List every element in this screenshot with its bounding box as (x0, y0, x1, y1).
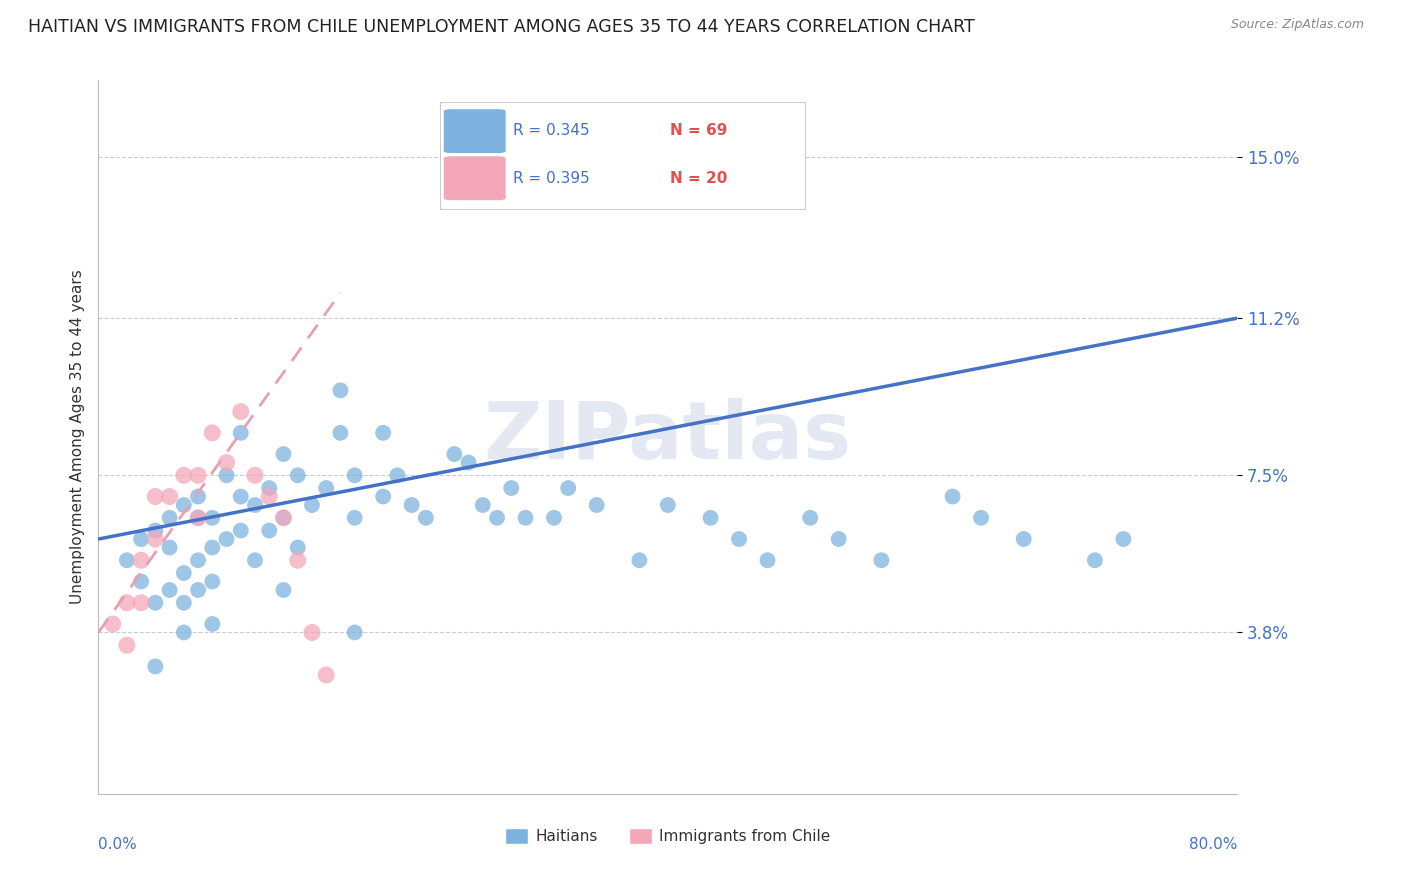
Point (501, 481, 523, 495)
Point (229, 404, 252, 418)
Point (259, 490, 281, 504)
Point (315, 668, 337, 682)
Point (201, 541, 224, 555)
Point (129, 553, 152, 567)
Point (657, 498, 679, 512)
Point (173, 625, 195, 640)
Point (145, 532, 167, 546)
Point (970, 510, 993, 524)
Point (229, 425, 252, 440)
Point (187, 490, 209, 504)
Point (243, 553, 266, 567)
Legend: Haitians, Immigrants from Chile: Haitians, Immigrants from Chile (499, 822, 837, 850)
Point (515, 510, 537, 524)
Point (942, 490, 965, 504)
Point (129, 574, 152, 589)
Point (387, 468, 409, 483)
Point (1012, 532, 1035, 546)
Point (145, 659, 167, 673)
Point (273, 447, 295, 461)
Point (145, 596, 167, 610)
Point (699, 510, 721, 524)
Point (173, 596, 195, 610)
Point (628, 553, 651, 567)
Point (585, 498, 607, 512)
Point (187, 510, 209, 524)
Point (1112, 532, 1135, 546)
Point (259, 481, 281, 495)
Point (557, 481, 579, 495)
Point (115, 596, 138, 610)
Point (287, 541, 309, 555)
Text: Source: ZipAtlas.com: Source: ZipAtlas.com (1230, 18, 1364, 31)
Point (870, 553, 893, 567)
Point (259, 524, 281, 538)
Point (173, 468, 195, 483)
Point (471, 498, 494, 512)
Point (201, 617, 224, 632)
Point (343, 468, 366, 483)
Point (415, 510, 437, 524)
Point (115, 553, 138, 567)
Point (215, 468, 238, 483)
Point (159, 510, 181, 524)
Point (145, 524, 167, 538)
Point (373, 425, 395, 440)
Point (187, 582, 209, 597)
Point (486, 510, 509, 524)
Point (201, 425, 224, 440)
Point (828, 532, 851, 546)
Point (301, 498, 323, 512)
Point (115, 638, 138, 652)
Point (287, 553, 309, 567)
Point (201, 574, 224, 589)
Point (243, 468, 266, 483)
Point (187, 553, 209, 567)
Text: HAITIAN VS IMMIGRANTS FROM CHILE UNEMPLOYMENT AMONG AGES 35 TO 44 YEARS CORRELAT: HAITIAN VS IMMIGRANTS FROM CHILE UNEMPLO… (28, 18, 974, 36)
Text: 80.0%: 80.0% (1189, 837, 1237, 852)
Point (201, 510, 224, 524)
Point (401, 498, 423, 512)
Point (728, 532, 751, 546)
Point (273, 510, 295, 524)
Point (443, 447, 465, 461)
Point (343, 510, 366, 524)
Point (159, 541, 181, 555)
Point (301, 625, 323, 640)
Point (543, 510, 565, 524)
Point (145, 490, 167, 504)
Point (243, 498, 266, 512)
Point (756, 553, 779, 567)
Point (329, 425, 352, 440)
Point (129, 596, 152, 610)
Point (799, 510, 821, 524)
Point (373, 490, 395, 504)
Point (159, 490, 181, 504)
Point (129, 532, 152, 546)
Point (315, 481, 337, 495)
Point (187, 468, 209, 483)
Point (215, 532, 238, 546)
Point (159, 582, 181, 597)
Point (173, 566, 195, 580)
Point (215, 456, 238, 470)
Text: ZIPatlas: ZIPatlas (484, 398, 852, 476)
Point (457, 456, 479, 470)
Point (329, 384, 352, 398)
Point (101, 617, 124, 632)
Point (273, 582, 295, 597)
Point (229, 524, 252, 538)
Point (343, 625, 366, 640)
Point (273, 510, 295, 524)
Text: 0.0%: 0.0% (98, 837, 138, 852)
Point (1084, 553, 1107, 567)
Point (173, 498, 195, 512)
Point (187, 510, 209, 524)
Y-axis label: Unemployment Among Ages 35 to 44 years: Unemployment Among Ages 35 to 44 years (69, 269, 84, 605)
Point (287, 468, 309, 483)
Point (229, 490, 252, 504)
